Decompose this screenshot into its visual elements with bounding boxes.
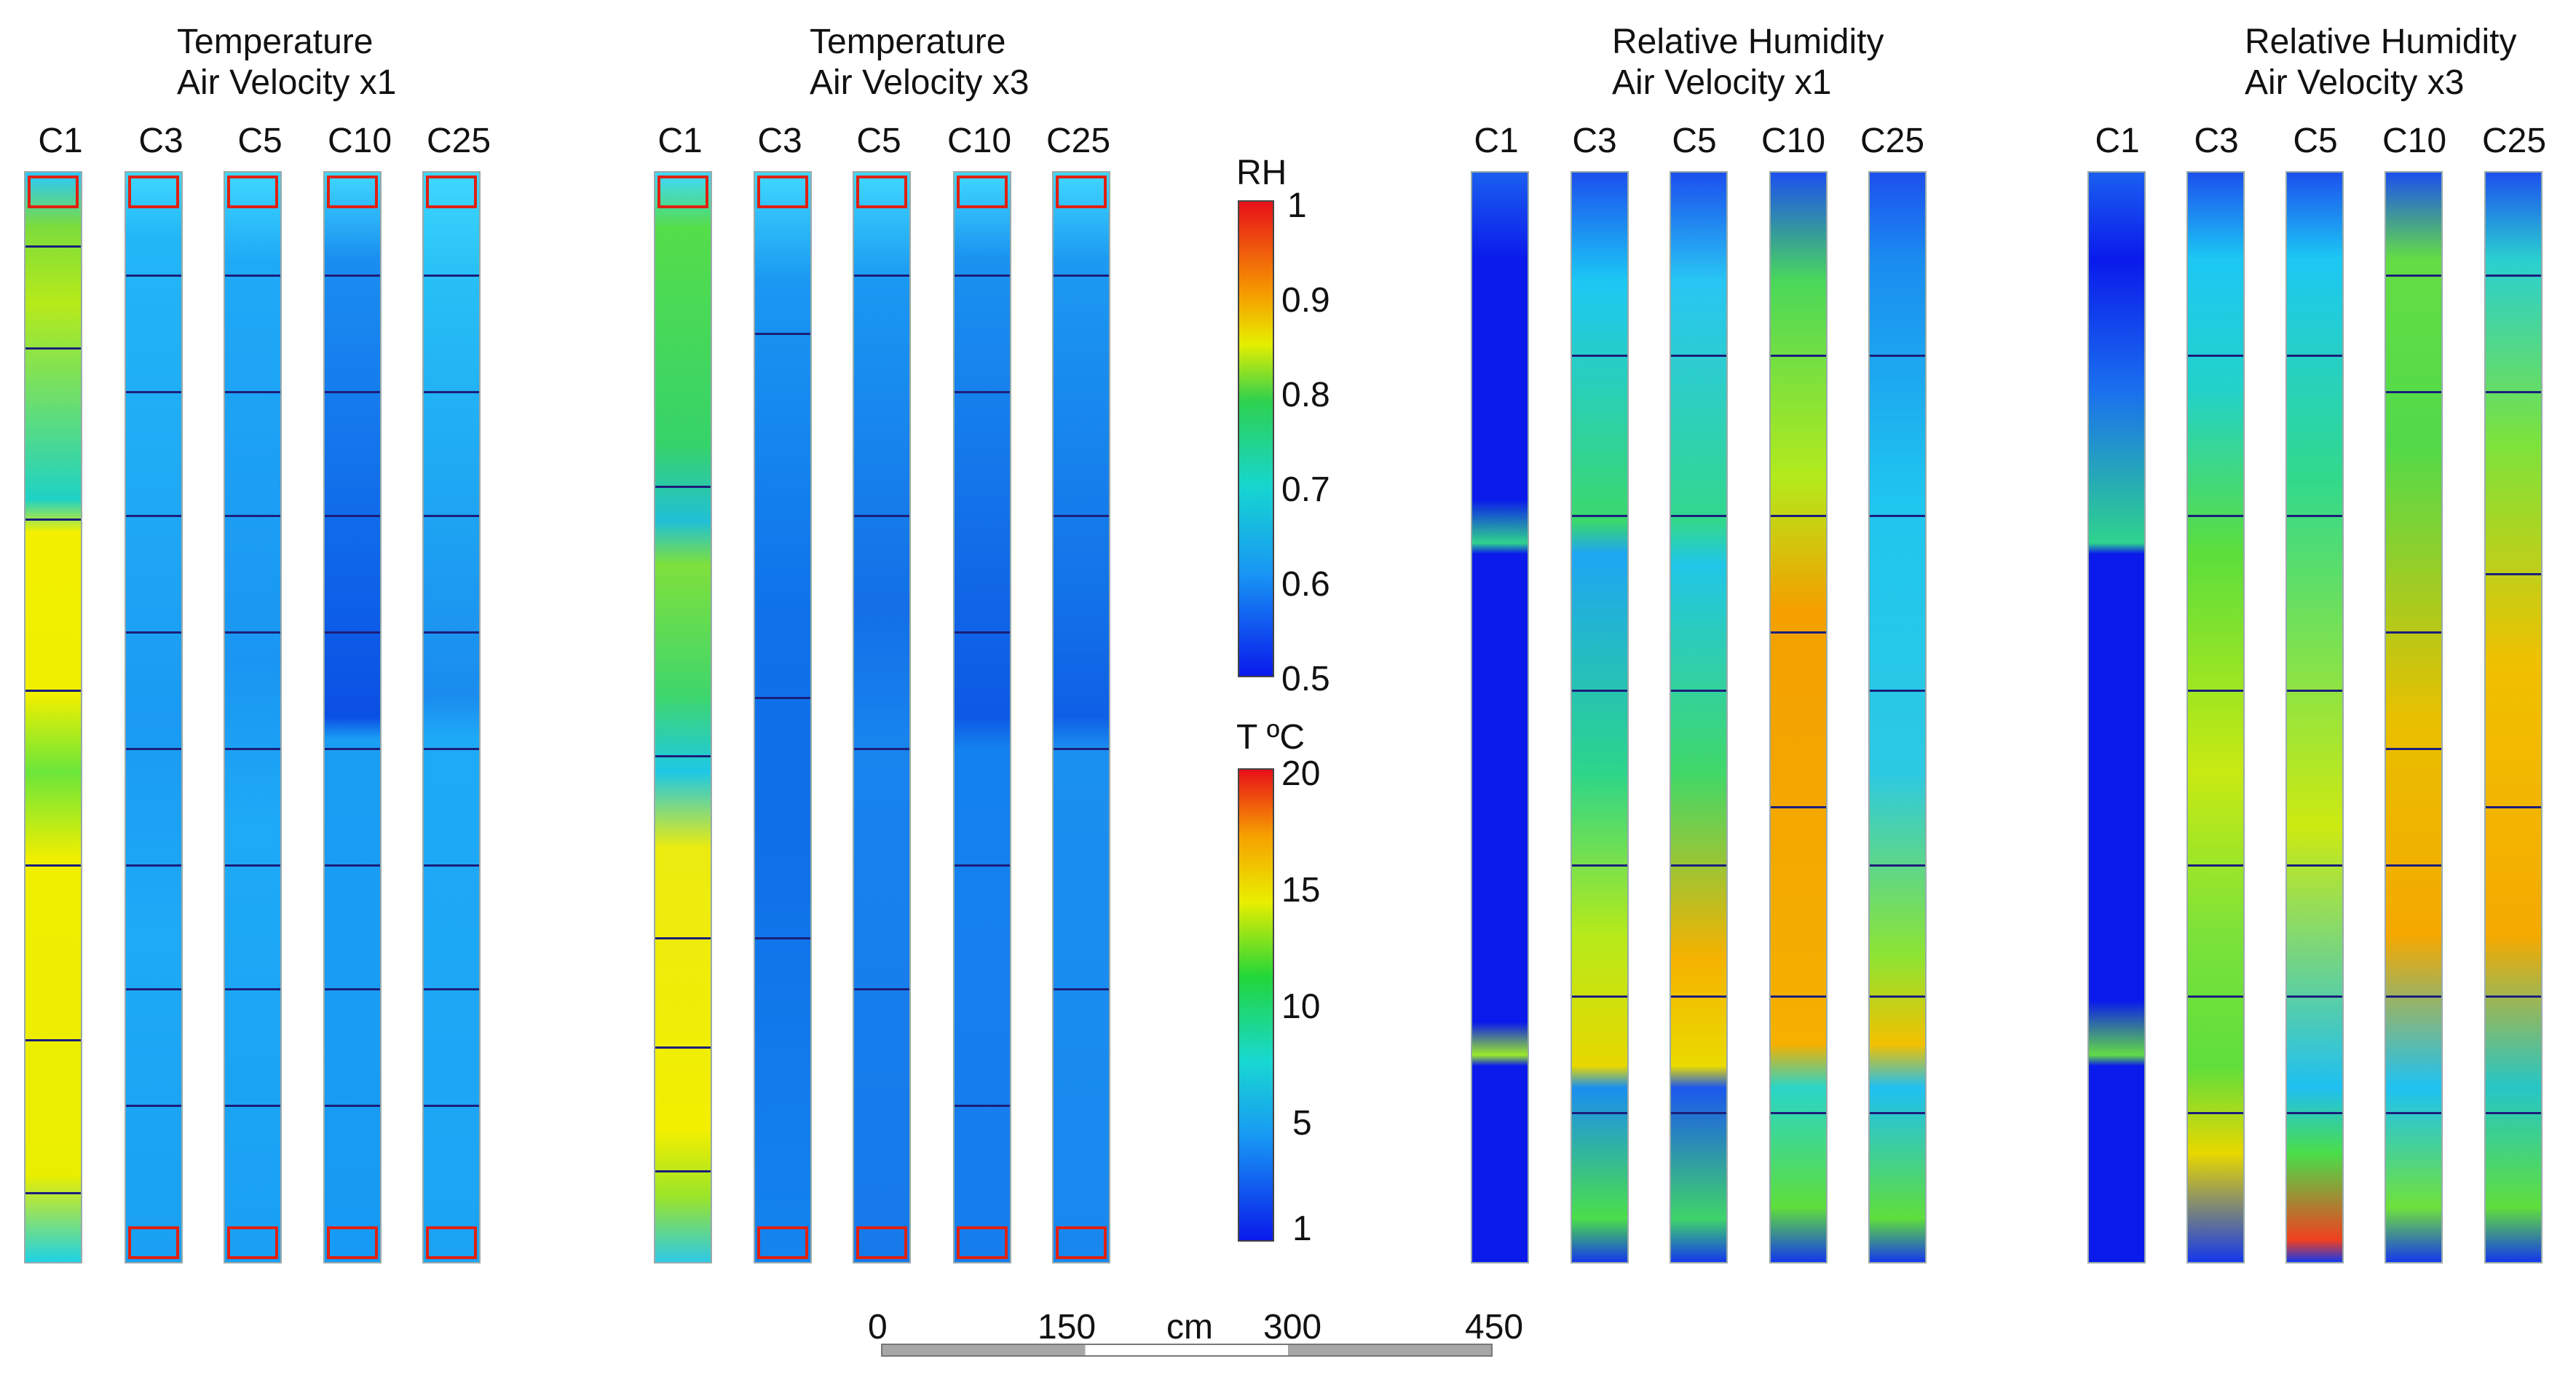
- panel-4-title-line2: Air Velocity x3: [2245, 63, 2465, 102]
- t-tick: 15: [1281, 871, 1321, 910]
- column-label: C25: [1860, 122, 1925, 160]
- column-label: C5: [2293, 122, 2338, 160]
- map-p2-c5: [853, 171, 911, 1263]
- map-p3-c1: [1471, 171, 1529, 1263]
- column-label: C10: [327, 122, 392, 160]
- panel-1-title: Temperature Air Velocity x1: [177, 22, 396, 103]
- panel-2-title: Temperature Air Velocity x3: [810, 22, 1029, 103]
- column-label: C10: [1761, 122, 1826, 160]
- panel-1-title-line1: Temperature: [177, 23, 374, 61]
- map-p1-c25: [422, 171, 481, 1263]
- column-label: C10: [2382, 122, 2447, 160]
- rh-tick: 0.5: [1281, 660, 1330, 698]
- panel-3-title-line2: Air Velocity x1: [1612, 63, 1832, 102]
- scale-unit: cm: [1166, 1308, 1213, 1347]
- map-p1-c1: [24, 171, 82, 1263]
- map-p4-c10: [2385, 171, 2443, 1263]
- scale-bar: [881, 1344, 1493, 1357]
- map-p4-c1: [2087, 171, 2146, 1263]
- map-p2-c3: [754, 171, 812, 1263]
- map-p2-c10: [953, 171, 1011, 1263]
- map-p3-c5: [1670, 171, 1728, 1263]
- column-label: C3: [757, 122, 802, 160]
- panel-3-title-line1: Relative Humidity: [1612, 23, 1884, 61]
- column-label: C1: [2095, 122, 2140, 160]
- rh-tick: 0.6: [1281, 565, 1330, 604]
- t-tick: 10: [1281, 987, 1321, 1026]
- column-label: C5: [856, 122, 901, 160]
- map-p3-c10: [1769, 171, 1828, 1263]
- scale-tick: 300: [1263, 1308, 1322, 1347]
- t-legend-label: T ºC: [1236, 718, 1305, 757]
- column-label: C3: [1572, 122, 1617, 160]
- column-label: C25: [2481, 122, 2547, 160]
- map-p1-c3: [125, 171, 183, 1263]
- scale-tick: 450: [1465, 1308, 1524, 1347]
- column-label: C1: [657, 122, 703, 160]
- rh-tick: 1: [1287, 186, 1307, 225]
- map-p4-c3: [2186, 171, 2245, 1263]
- t-tick: 1: [1292, 1210, 1312, 1248]
- rh-tick: 0.7: [1281, 470, 1330, 509]
- map-p2-c25: [1052, 171, 1110, 1263]
- panel-4-title-line1: Relative Humidity: [2245, 23, 2517, 61]
- column-label: C5: [237, 122, 283, 160]
- t-tick: 20: [1281, 754, 1321, 793]
- map-p4-c25: [2484, 171, 2543, 1263]
- column-label: C10: [947, 122, 1012, 160]
- rh-tick: 0.8: [1281, 376, 1330, 414]
- map-p1-c10: [323, 171, 382, 1263]
- map-p4-c5: [2285, 171, 2344, 1263]
- panel-3-title: Relative Humidity Air Velocity x1: [1612, 22, 1884, 103]
- t-tick: 5: [1292, 1104, 1312, 1143]
- panel-4-title: Relative Humidity Air Velocity x3: [2245, 22, 2516, 103]
- rh-legend-label: RH: [1236, 154, 1287, 192]
- column-label: C25: [1046, 122, 1111, 160]
- rh-tick: 0.9: [1281, 281, 1330, 320]
- column-label: C1: [38, 122, 83, 160]
- column-label: C3: [138, 122, 183, 160]
- t-colorbar: [1238, 768, 1274, 1242]
- scale-tick: 150: [1038, 1308, 1097, 1347]
- map-p2-c1: [654, 171, 712, 1263]
- panel-2-title-line2: Air Velocity x3: [810, 63, 1030, 102]
- map-p3-c25: [1868, 171, 1927, 1263]
- column-label: C25: [426, 122, 491, 160]
- column-label: C5: [1672, 122, 1717, 160]
- map-p3-c3: [1571, 171, 1629, 1263]
- column-label: C1: [1474, 122, 1519, 160]
- panel-2-title-line1: Temperature: [810, 23, 1006, 61]
- rh-colorbar: [1238, 200, 1274, 677]
- panel-1-title-line2: Air Velocity x1: [177, 63, 397, 102]
- map-p1-c5: [224, 171, 282, 1263]
- scale-tick: 0: [868, 1308, 888, 1347]
- column-label: C3: [2194, 122, 2239, 160]
